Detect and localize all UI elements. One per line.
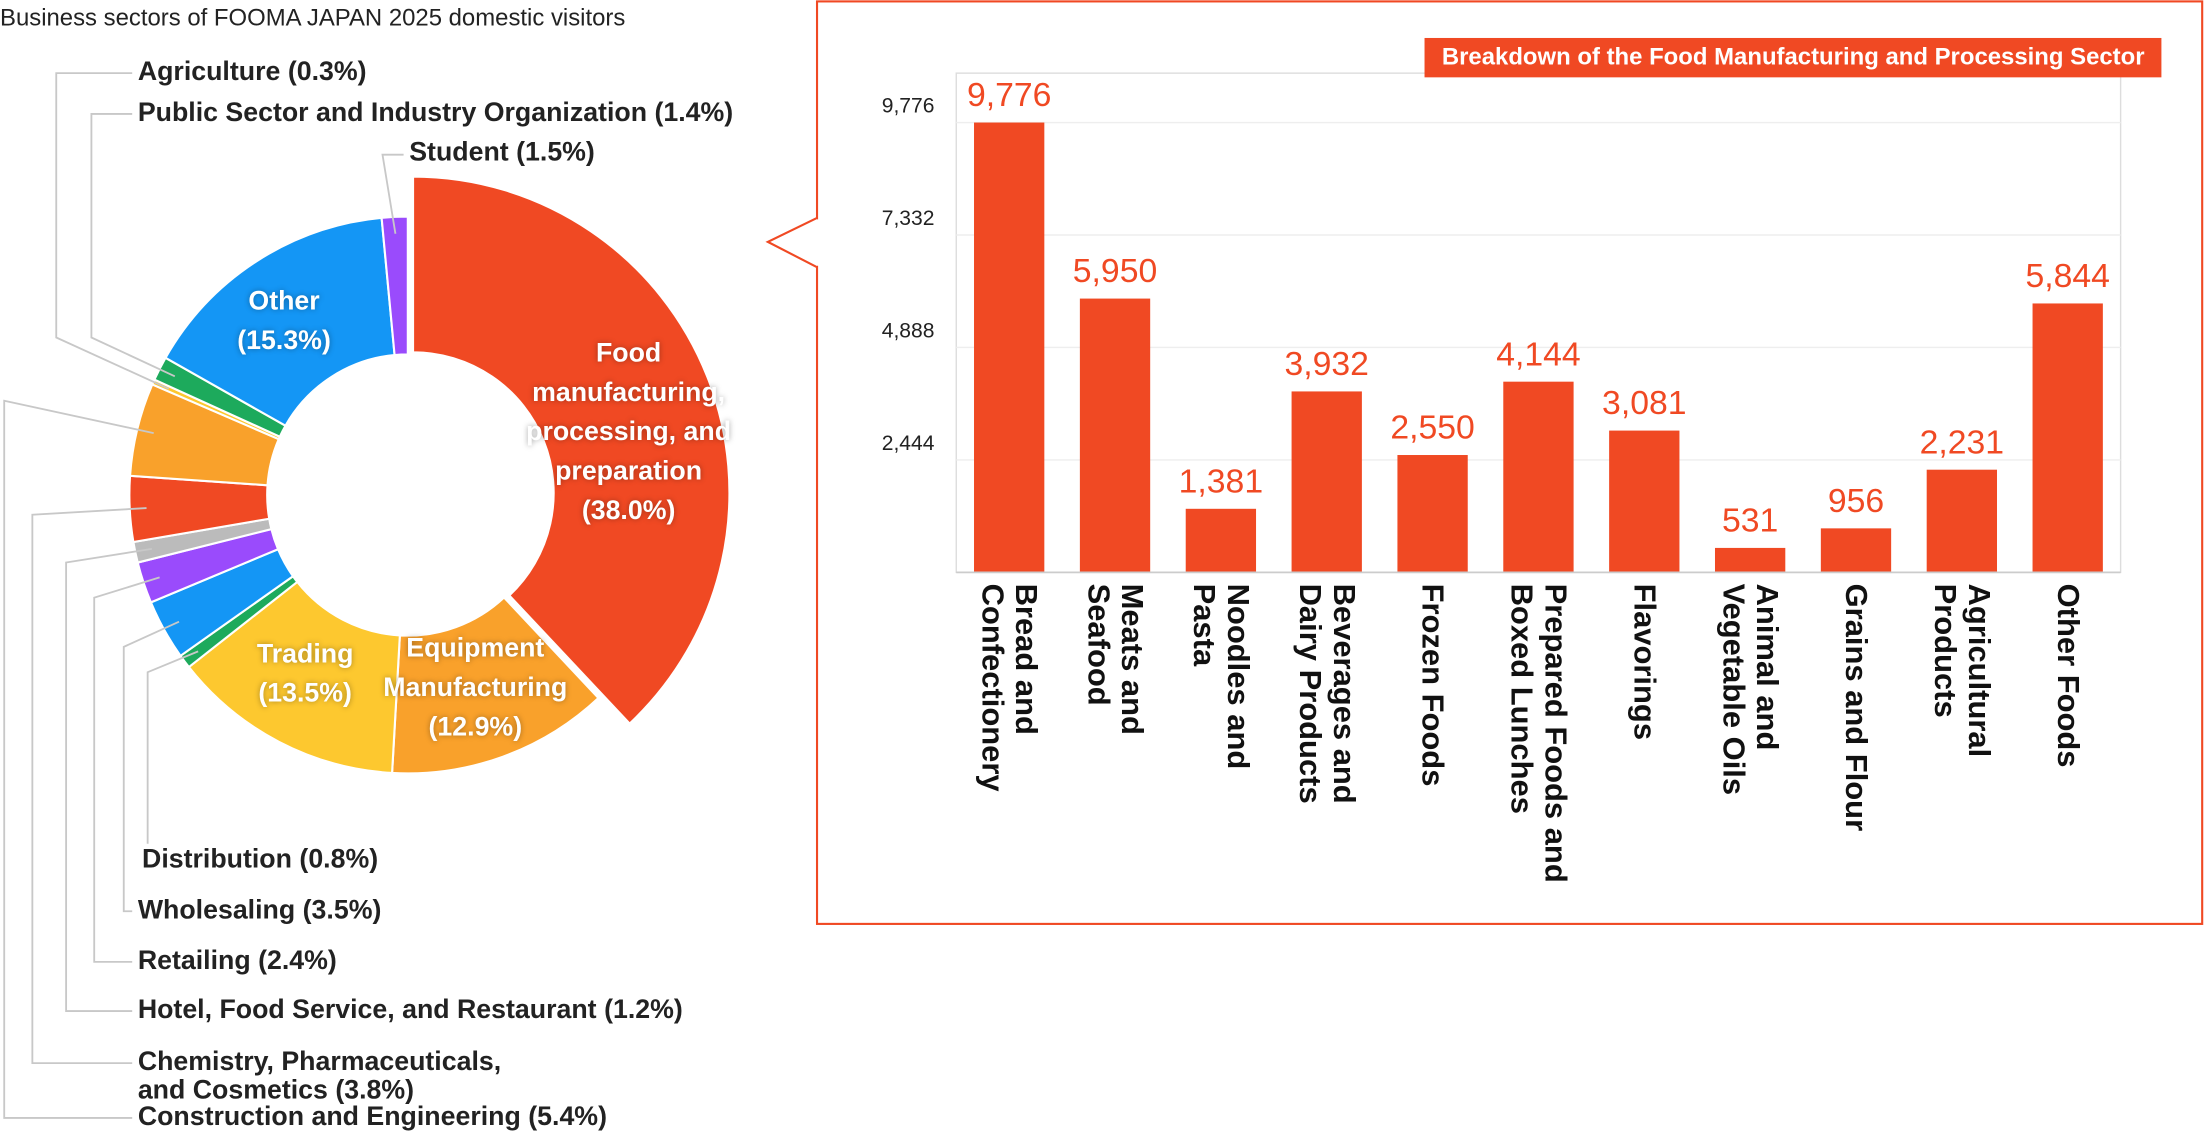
panel-pointer: [765, 217, 818, 269]
slice-name: Trading: [256, 639, 354, 670]
slice-name: Hotel, Food Service, and Restaurant: [137, 995, 597, 1026]
bar: [974, 122, 1045, 573]
leader-line: [122, 620, 180, 913]
pie-slice: [390, 596, 600, 775]
leader-line: [381, 153, 404, 234]
bar-value-label: 2,550: [1390, 409, 1474, 447]
pie-slice: [411, 175, 731, 726]
slice-value-label: (1.2%): [604, 995, 683, 1026]
x-tick-label: Prepared Foods and Boxed Lunches: [1504, 583, 1574, 883]
slice-name: Agriculture: [137, 57, 281, 88]
bar-value-label: 5,844: [2025, 257, 2109, 295]
bar: [1714, 547, 1786, 573]
bar: [2032, 303, 2103, 573]
slice-label: Equipment Manufacturing (12.9%): [377, 630, 574, 748]
leader-line: [65, 547, 153, 1013]
bar: [1926, 469, 1998, 573]
bar: [1397, 455, 1468, 573]
panel-frame: [815, 0, 2204, 925]
x-tick-label: Other Foods: [2050, 583, 2086, 768]
bar-value-label: 531: [1722, 502, 1778, 540]
bar: [1185, 508, 1257, 573]
leader-line: [31, 507, 147, 1065]
bar: [1291, 391, 1362, 573]
y-tick-label: 7,332: [882, 207, 935, 230]
slice-name: Construction and Engineering: [137, 1102, 521, 1133]
bar-value-label: 1,381: [1179, 462, 1263, 500]
slice-name: Public Sector and Industry Organization: [137, 98, 648, 128]
bar-value-label: 3,932: [1284, 345, 1368, 383]
bar: [1820, 528, 1892, 573]
slice-name: Distribution: [142, 845, 292, 875]
bar-value-label: 9,776: [967, 76, 1051, 114]
leader-line: [93, 576, 160, 963]
x-tick-label: Frozen Foods: [1415, 583, 1451, 787]
y-tick-label: 9,776: [882, 95, 935, 118]
slice-label: Chemistry, Pharmaceuticals, and Cosmetic…: [137, 1047, 525, 1106]
slice-name: Retailing: [137, 946, 251, 976]
bar: [1079, 298, 1151, 573]
pie-slice: [164, 216, 396, 428]
leader-line: [3, 399, 154, 1119]
x-tick-label: Grains and Flour: [1839, 583, 1875, 832]
slice-label: Student (1.5%): [409, 139, 595, 167]
leader-line: [146, 650, 199, 844]
slice-value-label: (1.4%): [654, 98, 734, 128]
slice-name: Other: [248, 286, 320, 317]
y-tick-label: 2,444: [882, 432, 935, 455]
slice-label: Construction and Engineering (5.4%): [137, 1102, 607, 1133]
slice-value-label: (3.8%): [335, 1075, 415, 1106]
slice-name: Equipment Manufacturing: [383, 634, 568, 704]
y-tick-label: 4,888: [882, 320, 935, 343]
slice-label: Public Sector and Industry Organization(…: [137, 98, 734, 128]
slice-name: Food manufacturing, processing, and prep…: [526, 338, 732, 487]
bar-value-label: 2,231: [1920, 423, 2004, 461]
bar-value-label: 4,144: [1496, 335, 1580, 373]
chart-title: Business sectors of FOOMA JAPAN 2025 dom…: [0, 4, 626, 31]
slice-label: Trading (13.5%): [221, 636, 390, 715]
slice-name: Student: [409, 137, 509, 168]
x-tick-label: Meats and Seafood: [1081, 583, 1151, 735]
slice-label: Hotel, Food Service, and Restaurant (1.2%…: [137, 995, 683, 1026]
slice-value-label: (0.3%): [287, 57, 367, 88]
x-tick-label: Bread and Confectionery: [975, 583, 1045, 792]
slice-value-label: (15.3%): [237, 326, 331, 356]
x-tick-label: Agricultural Products: [1928, 583, 1997, 758]
slice-value-label: (38.0%): [581, 496, 676, 526]
leader-line: [90, 112, 176, 378]
slice-name: Chemistry, Pharmaceuticals, and Cosmetic…: [137, 1047, 502, 1106]
bar-value-label: 5,950: [1073, 252, 1157, 290]
slice-value-label: (1.5%): [516, 137, 595, 168]
slice-value-label: (2.4%): [258, 946, 337, 976]
x-tick-label: Noodles and Pasta: [1187, 583, 1257, 770]
slice-value-label: (0.8%): [299, 845, 379, 875]
pie-slice: [380, 215, 409, 357]
slice-label: Food manufacturing, processing, and prep…: [506, 335, 752, 532]
x-tick-label: Beverages and Dairy Products: [1292, 583, 1362, 804]
x-tick-label: Animal and Vegetable Oils: [1716, 583, 1786, 796]
slice-label: Other (15.3%): [200, 283, 369, 362]
slice-name: Wholesaling: [137, 895, 296, 926]
bar: [1503, 381, 1574, 573]
slice-label: Agriculture (0.3%): [137, 57, 367, 88]
slice-value-label: (13.5%): [258, 679, 352, 709]
slice-value-label: (3.5%): [302, 895, 382, 926]
leader-line: [55, 72, 170, 390]
bar-value-label: 956: [1828, 482, 1884, 520]
slice-value-label: (5.4%): [528, 1102, 607, 1133]
bar: [1609, 430, 1680, 573]
slice-label: Retailing (2.4%): [137, 946, 337, 976]
slice-label: Distribution (0.8%): [142, 845, 379, 875]
slice-label: Wholesaling (3.5%): [137, 895, 382, 926]
x-tick-label: Flavorings: [1627, 583, 1663, 741]
slice-value-label: (12.9%): [428, 712, 523, 743]
bar-chart-title: Breakdown of the Food Manufacturing and …: [1424, 37, 2162, 78]
bar-value-label: 3,081: [1602, 384, 1686, 422]
